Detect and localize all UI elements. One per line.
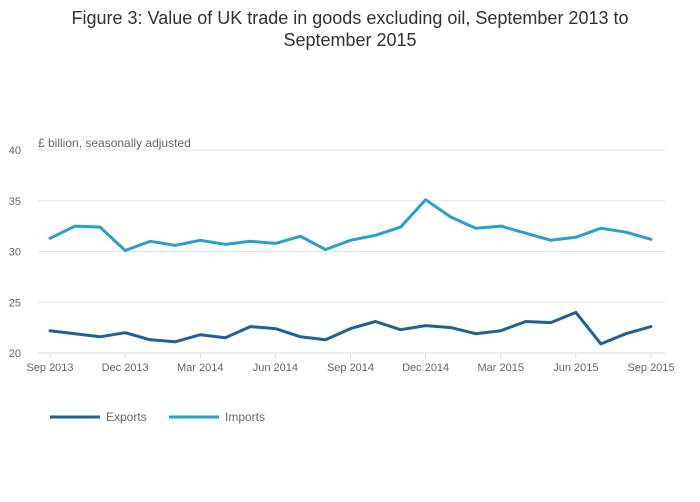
x-tick-label: Sep 2013 bbox=[26, 362, 73, 374]
legend-item-exports[interactable]: Exports bbox=[50, 410, 147, 424]
legend[interactable]: Exports Imports bbox=[50, 410, 265, 424]
y-tick-label: 20 bbox=[9, 348, 21, 360]
series-lines bbox=[48, 198, 653, 346]
y-tick-label: 30 bbox=[9, 247, 21, 259]
legend-label: Imports bbox=[225, 410, 265, 424]
y-tick-label: 35 bbox=[9, 196, 21, 208]
x-tick-label: Mar 2015 bbox=[478, 362, 524, 374]
y-axis-unit-label: £ billion, seasonally adjusted bbox=[38, 136, 191, 150]
y-tick-label: 25 bbox=[9, 297, 21, 309]
x-axis: Sep 2013 Dec 2013 Mar 2014 Jun 2014 Sep 2014… bbox=[26, 352, 675, 374]
series-line-exports bbox=[48, 310, 653, 346]
series-line-imports bbox=[48, 198, 653, 252]
x-tick-label: Mar 2014 bbox=[177, 362, 223, 374]
x-tick-label: Dec 2013 bbox=[102, 362, 149, 374]
x-tick-label: Dec 2014 bbox=[402, 362, 449, 374]
legend-item-imports[interactable]: Imports bbox=[169, 410, 265, 424]
chart-title-line-2: September 2015 bbox=[283, 30, 416, 50]
y-tick-label: 40 bbox=[9, 145, 21, 157]
x-tick-label: Sep 2015 bbox=[627, 362, 674, 374]
chart-title-line-1: Figure 3: Value of UK trade in goods exc… bbox=[71, 8, 628, 28]
legend-label: Exports bbox=[106, 410, 147, 424]
x-tick-label: Jun 2014 bbox=[253, 362, 298, 374]
gridlines bbox=[38, 149, 665, 303]
y-axis-ticks: 20 25 30 35 40 bbox=[9, 145, 21, 360]
x-tick-label: Jun 2015 bbox=[553, 362, 598, 374]
x-tick-label: Sep 2014 bbox=[327, 362, 374, 374]
